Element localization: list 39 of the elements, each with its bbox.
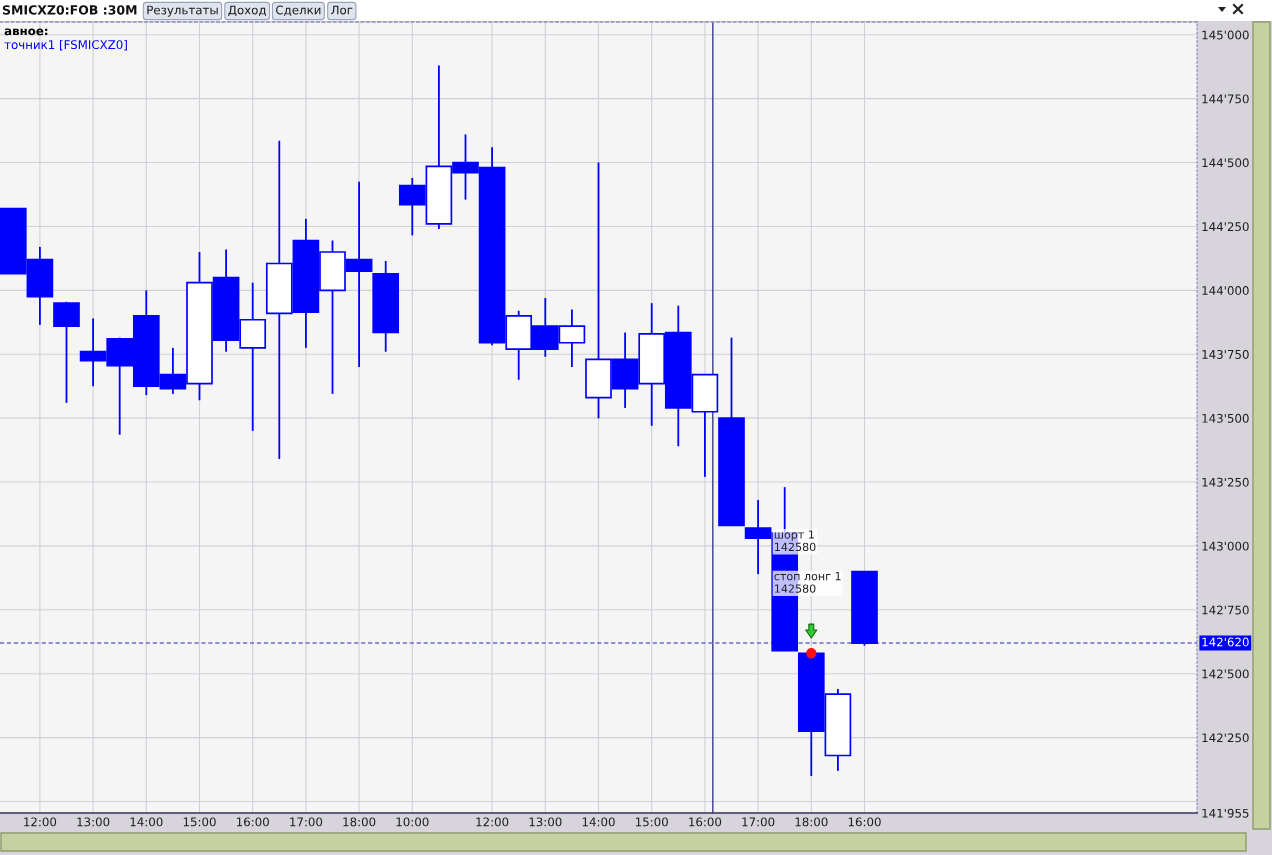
y-tick-label: 144'250: [1202, 222, 1249, 232]
text: Сделки: [276, 5, 321, 16]
y-tick-label: 143'750: [1202, 349, 1249, 359]
ref-line-label: 142'620: [1202, 637, 1249, 647]
x-tick-label: 16:00: [236, 817, 269, 827]
y-tick-label: 144'500: [1202, 158, 1249, 168]
x-tick-label: 15:00: [635, 817, 668, 827]
y-tick-label: 144'750: [1202, 94, 1249, 104]
x-tick-label: 17:00: [742, 817, 775, 827]
x-tick-label: 14:00: [130, 817, 163, 827]
x-tick-label: 18:00: [795, 817, 828, 827]
x-tick-label: 10:00: [396, 817, 429, 827]
x-tick-label: 13:00: [529, 817, 562, 827]
legend-title: авное:: [4, 28, 48, 36]
text: Результаты: [147, 5, 218, 17]
x-tick-label: 18:00: [343, 817, 376, 827]
x-tick-label: 13:00: [77, 817, 110, 827]
x-tick-label: 16:00: [848, 817, 881, 827]
y-tick-label: 145'000: [1202, 30, 1249, 40]
text: точник1 [FSMICXZ0]: [4, 39, 127, 51]
x-tick-label: 17:00: [290, 817, 323, 827]
text: Доход: [228, 5, 266, 17]
y-tick-label: 141'955: [1202, 808, 1249, 818]
x-tick-label: 12:00: [24, 817, 57, 827]
y-tick-label: 142'750: [1202, 605, 1249, 615]
y-tick-label: 143'250: [1202, 477, 1249, 487]
x-tick-label: 15:00: [183, 817, 216, 827]
y-tick-label: 142'250: [1202, 733, 1249, 743]
x-tick-label: 12:00: [476, 817, 509, 827]
annotation: стоп лонг 1 142580: [774, 572, 841, 593]
x-tick-label: 16:00: [689, 817, 722, 827]
text: Лог: [331, 5, 353, 15]
y-tick-label: 143'000: [1202, 541, 1249, 551]
annotation: шорт 1 142580: [774, 530, 816, 552]
y-tick-label: 142'500: [1202, 669, 1249, 679]
chart-title: SMICXZ0:FOB :30M: [2, 5, 137, 15]
y-tick-label: 144'000: [1202, 286, 1249, 296]
y-tick-label: 143'500: [1202, 413, 1249, 423]
x-tick-label: 14:00: [582, 817, 615, 827]
